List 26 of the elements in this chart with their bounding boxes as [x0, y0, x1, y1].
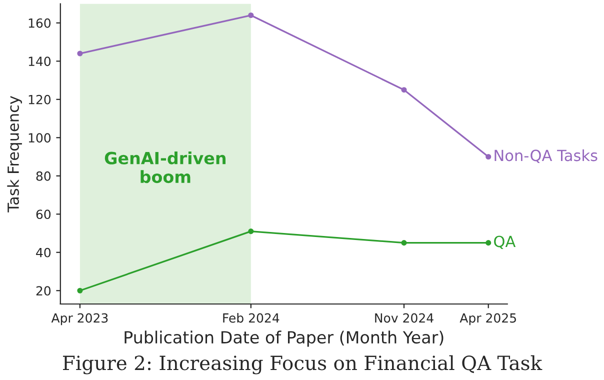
x-tick-label: Apr 2023 [51, 313, 108, 326]
band-label: GenAI-driven boom [104, 152, 226, 184]
x-axis-title: Publication Date of Paper (Month Year) [124, 330, 444, 347]
series-label: QA [494, 236, 516, 249]
point [248, 12, 254, 18]
y-tick-label: 140 [28, 56, 51, 66]
point [248, 228, 254, 234]
x-tick-label: Feb 2024 [223, 313, 280, 323]
x-tick-label: Nov 2024 [375, 313, 434, 323]
y-tick-label: 20 [36, 286, 51, 296]
point [77, 50, 83, 56]
y-tick-label: 120 [28, 94, 51, 104]
point [486, 154, 492, 160]
point [401, 240, 407, 246]
x-tick-label: Apr 2025 [460, 313, 516, 326]
point [486, 240, 492, 246]
y-tick-label: 160 [28, 18, 51, 28]
point [77, 288, 83, 294]
caption: Figure 2: Increasing Focus on Financial QA Task [63, 355, 542, 374]
point [401, 87, 407, 93]
y-tick-label: 80 [36, 171, 51, 181]
y-tick-label: 100 [28, 133, 51, 143]
y-axis-title: Task Frequency [7, 96, 22, 212]
y-tick-label: 60 [36, 210, 51, 220]
series-label: Non-QA Tasks [494, 149, 598, 163]
y-tick-label: 40 [36, 248, 51, 258]
